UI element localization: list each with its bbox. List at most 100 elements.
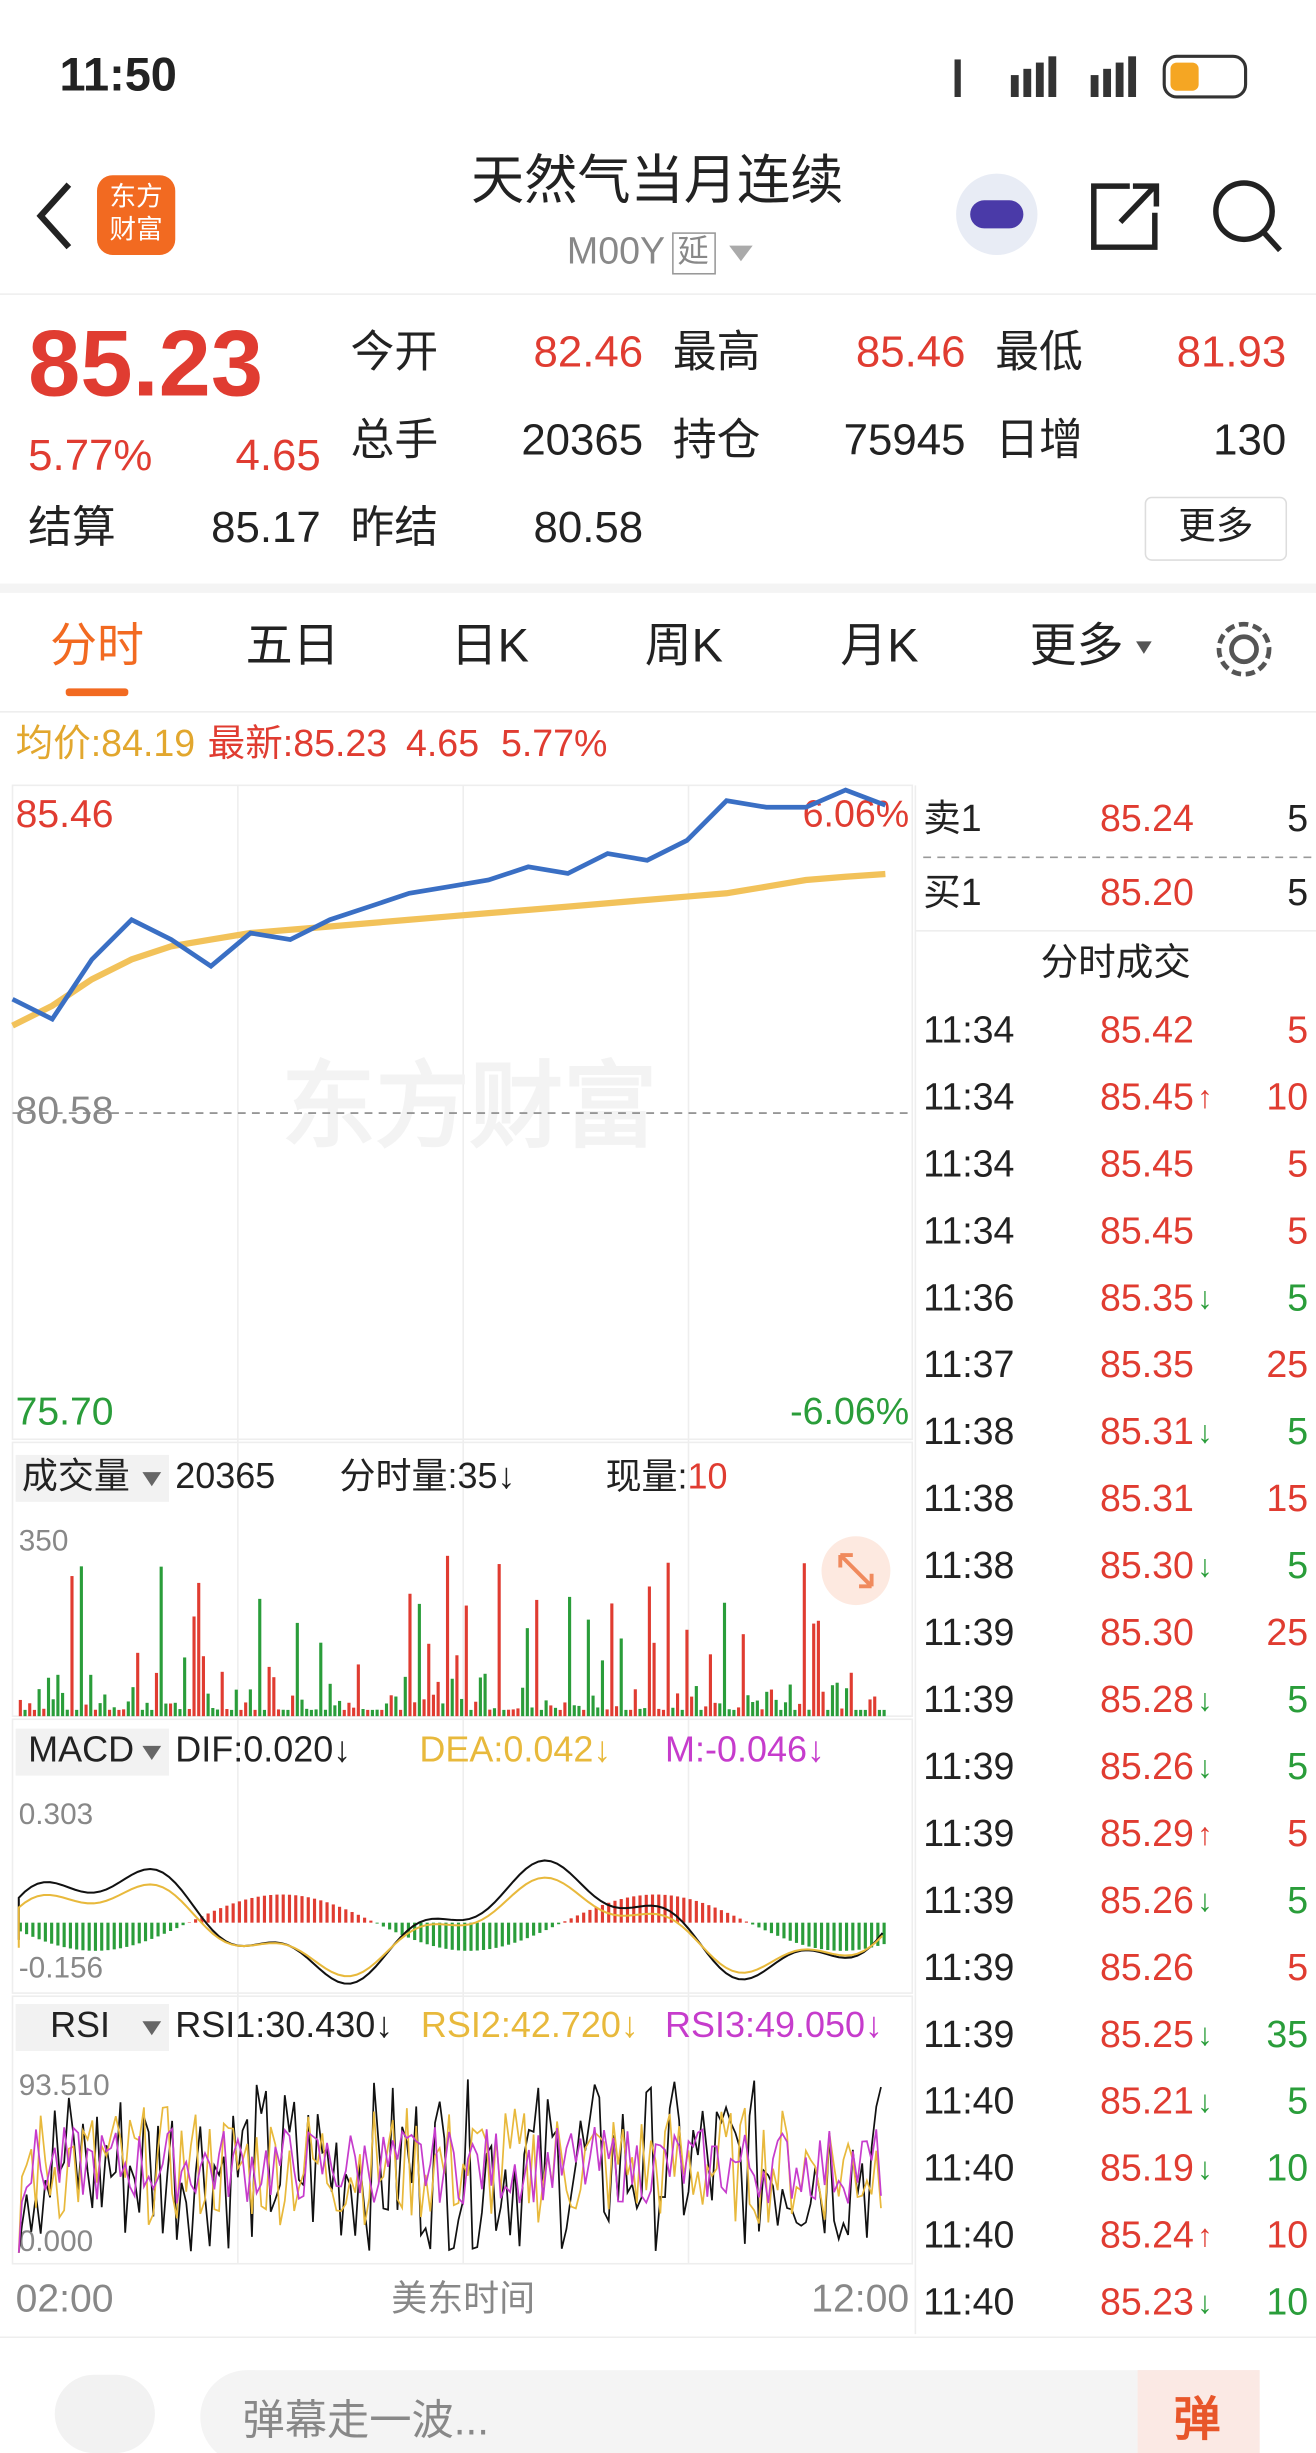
macd-bar-decor (87, 1922, 91, 1951)
dropdown[interactable] (142, 1745, 162, 1760)
macd-bar-decor (619, 1899, 623, 1923)
trade-arrow: ↓ (1197, 1749, 1213, 1784)
trade-time: 11:34 (923, 1008, 1014, 1050)
panel-frame (11, 1995, 914, 2265)
macd-label[interactable]: MACD (28, 1729, 134, 1770)
volume-bar-decor (75, 1709, 79, 1717)
volume-bar-decor (577, 1705, 581, 1717)
volume-bar-decor (389, 1695, 393, 1717)
volume-bar-decor (399, 1709, 403, 1717)
volume-bar-decor (32, 1709, 36, 1717)
tab[interactable]: 五日 (246, 620, 340, 672)
macd-bar-decor (776, 1922, 780, 1936)
trade-volume: 5 (1287, 1678, 1308, 1720)
barrage-button[interactable] (1137, 2370, 1260, 2453)
trade-price: 85.29 (1100, 1812, 1194, 1854)
volume-bar-decor (535, 1599, 539, 1717)
volume-bar-decor (300, 1699, 304, 1717)
trade-time: 11:39 (923, 1946, 1014, 1988)
latest-label: 最新: (208, 722, 294, 764)
trade-price: 85.23 (1100, 2281, 1194, 2323)
volume-bar-decor (558, 1709, 562, 1717)
macd-bar-decor (431, 1922, 436, 1947)
selector[interactable] (15, 2004, 169, 2051)
volume-bar-decor (436, 1681, 440, 1717)
macd-bar-decor (557, 1922, 561, 1925)
more-button[interactable] (1144, 496, 1288, 561)
macd-bar-decor (688, 1899, 692, 1923)
macd-bar-decor (732, 1915, 736, 1923)
trade-volume: 35 (1266, 2013, 1308, 2055)
volume-bar-decor (46, 1677, 51, 1717)
trade-time: 11:34 (923, 1209, 1014, 1251)
volume-bar-decor (408, 1593, 412, 1717)
dropdown[interactable] (142, 2021, 162, 2036)
avg-label: 均价: (16, 722, 102, 764)
volume-bar-decor (751, 1702, 755, 1717)
volume-bar-decor (760, 1709, 764, 1717)
tab[interactable]: 分时 (50, 620, 144, 672)
volume-bar-decor (506, 1709, 511, 1717)
back-button[interactable] (36, 182, 72, 250)
input-box[interactable] (200, 2370, 1260, 2453)
volume-bar-decor (352, 1707, 356, 1717)
volume-interval: 分时量:35↓ (340, 1455, 516, 1496)
volume-bar-decor (79, 1566, 83, 1717)
trade-arrow: ↓ (1197, 2084, 1213, 2119)
macd-bar-decor (438, 1922, 442, 1948)
field-value: 20365 (521, 415, 643, 464)
volume-bar-decor (276, 1709, 281, 1717)
macd-bar-decor (375, 1922, 379, 1924)
barrage-label[interactable]: 弹 (1174, 2394, 1221, 2446)
macd-bar-decor (306, 1897, 310, 1923)
share-icon[interactable] (1091, 183, 1160, 250)
macd-bar-decor (131, 1922, 135, 1946)
y-tick-label: 75.70 (16, 1391, 114, 1434)
trade-arrow: ↓ (1197, 2017, 1213, 2052)
macd-bar-decor (319, 1900, 323, 1923)
volume-label[interactable]: 成交量 (22, 1455, 130, 1496)
volume-bar-decor (647, 1586, 651, 1717)
volume-bar-decor (122, 1709, 126, 1717)
macd-bar-decor (18, 1922, 22, 1932)
dropdown[interactable] (142, 1472, 162, 1487)
volume-bar-decor (394, 1696, 398, 1717)
macd-bar-decor (256, 1896, 260, 1923)
dropdown[interactable] (729, 245, 753, 262)
trade-time: 11:38 (923, 1410, 1014, 1452)
tab[interactable]: 更多 (1030, 620, 1124, 672)
search-icon[interactable] (1213, 180, 1283, 253)
rsi-label[interactable]: RSI (50, 2004, 110, 2045)
emoji-button[interactable] (54, 2374, 155, 2453)
trade-volume: 5 (1287, 1209, 1308, 1251)
trade-arrow: ↓ (1197, 2285, 1213, 2320)
volume-bar-decor (610, 1603, 614, 1717)
selector[interactable] (15, 1728, 169, 1776)
macd-bar-decor (31, 1922, 35, 1937)
trade-price: 85.30 (1100, 1544, 1194, 1586)
pct-top: 6.06% (803, 793, 909, 835)
settings-icon[interactable] (1216, 621, 1272, 677)
volume-bar-decor (591, 1695, 595, 1717)
tab[interactable]: 月K (840, 620, 918, 672)
volume-bar-decor (605, 1709, 609, 1717)
volume-bar-decor (220, 1671, 224, 1717)
tab[interactable]: 周K (645, 620, 723, 672)
volume-bar-decor (694, 1686, 698, 1717)
more-label[interactable]: 更多 (1178, 505, 1253, 547)
logo (97, 175, 176, 255)
input-placeholder[interactable]: 弹幕走一波... (243, 2396, 489, 2443)
macd-bar-decor (625, 1897, 630, 1923)
volume-bar-decor (342, 1709, 346, 1717)
tab[interactable]: 日K (451, 620, 529, 672)
macd-bar-decor (876, 1922, 880, 1946)
field-label: 日增 (995, 415, 1083, 464)
selector[interactable] (15, 1454, 169, 1502)
macd-bar-decor (287, 1894, 292, 1923)
macd-bar-decor (212, 1910, 216, 1923)
quote-fields: 今开 82.46 最高 85.46 最低 81.93 总手 20365 持仓 75945 日增 130… (28, 328, 1286, 552)
dropdown[interactable] (1136, 641, 1152, 654)
volume-bar-decor (671, 1707, 675, 1717)
volume-bar-decor (722, 1602, 727, 1717)
macd-bar-decor (294, 1895, 298, 1923)
